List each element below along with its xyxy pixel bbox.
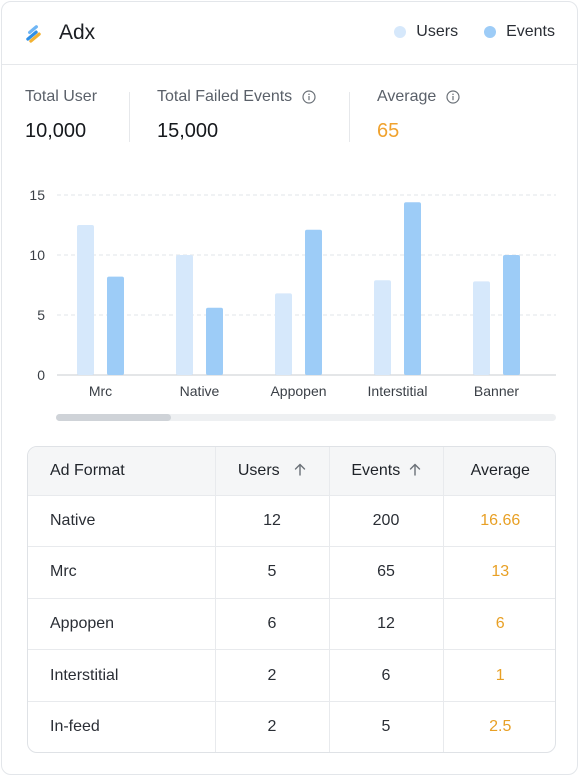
cell-ad-format: Mrc (28, 546, 216, 599)
chart-legend: Users Events (368, 23, 555, 41)
stats-row: Total User 10,000 Total Failed Events 15… (2, 88, 577, 144)
table-row[interactable]: Interstitial 2 6 1 (28, 649, 555, 702)
y-tick-label: 0 (37, 367, 45, 383)
bar-events-appopen (305, 229, 322, 375)
stat-label: Average (377, 88, 437, 105)
cell-ad-format: Appopen (28, 598, 216, 651)
y-tick-label: 5 (37, 307, 45, 323)
ad-format-table: Ad Format Users Events Average (27, 446, 556, 753)
y-tick-label: 15 (29, 187, 45, 203)
legend-dot-users (394, 26, 407, 38)
stat-divider (349, 92, 350, 142)
cell-average: 16.66 (443, 495, 555, 548)
x-tick-label: Interstitial (368, 383, 428, 399)
chart-scrollbar-thumb[interactable] (56, 414, 171, 421)
legend-label-events: Events (506, 23, 555, 40)
table-row[interactable]: In-feed 2 5 2.5 (28, 701, 555, 752)
stat-label-row: Average (377, 88, 460, 106)
cell-ad-format: Native (28, 495, 216, 548)
cell-users: 6 (215, 598, 330, 651)
table-row[interactable]: Native 12 200 16.66 (28, 495, 555, 548)
column-header-label: Events (351, 461, 401, 479)
cell-users: 2 (215, 701, 330, 752)
legend-dot-events (484, 26, 497, 38)
column-header-label: Users (237, 461, 280, 479)
cell-users: 5 (215, 546, 330, 599)
x-tick-label: Mrc (89, 383, 112, 399)
cell-events: 200 (329, 495, 444, 548)
bar-events-mrc (107, 276, 124, 375)
app-title: Adx (59, 21, 96, 44)
bar-users-banner (473, 281, 490, 375)
card-header: Adx Users Events (2, 2, 577, 65)
cell-events: 5 (329, 701, 444, 752)
column-header-events[interactable]: Events (329, 447, 444, 496)
sort-arrow-up-icon[interactable] (409, 463, 421, 476)
bar-users-mrc (77, 225, 94, 375)
y-tick-label: 10 (29, 247, 45, 263)
stat-label: Total Failed Events (157, 88, 293, 105)
legend-label-users: Users (416, 23, 459, 40)
chart-scrollbar[interactable] (56, 414, 556, 421)
bar-events-banner (503, 255, 520, 375)
cell-average: 6 (443, 598, 555, 651)
table-row[interactable]: Mrc 5 65 13 (28, 546, 555, 599)
sort-arrow-up-icon[interactable] (294, 463, 306, 476)
cell-average: 2.5 (489, 718, 512, 736)
column-header-ad-format: Ad Format (28, 447, 216, 496)
info-icon[interactable] (302, 90, 316, 104)
x-tick-label: Banner (474, 383, 519, 399)
cell-ad-format: Interstitial (28, 649, 216, 702)
cell-events: 65 (329, 546, 444, 599)
table-header-row: Ad Format Users Events Average (28, 447, 555, 496)
bar-users-native (176, 255, 193, 375)
column-header-label: Average (470, 461, 530, 479)
x-tick-label: Appopen (270, 383, 326, 399)
stat-divider (129, 92, 130, 142)
legend-item-events[interactable]: Events (484, 23, 555, 41)
bar-events-native (206, 307, 223, 375)
bar-users-appopen (275, 293, 292, 375)
adx-logo-icon (26, 25, 41, 43)
stat-total-failed-events: Total Failed Events 15,000 (157, 88, 316, 143)
stat-value: 10,000 (25, 120, 87, 142)
cell-average: 1 (443, 649, 555, 702)
bar-chart: 0 5 10 15 Mrc Native Appopen Interstitial Banner (29, 187, 556, 399)
stat-value: 65 (377, 120, 400, 142)
cell-events: 6 (329, 649, 444, 702)
table-row[interactable]: Appopen 6 12 6 (28, 598, 555, 651)
stat-value: 15,000 (157, 120, 219, 142)
cell-users: 12 (215, 495, 330, 548)
stat-average: Average 65 (377, 88, 460, 143)
bar-events-interstitial (404, 202, 421, 375)
stat-label: Total User (25, 88, 98, 105)
column-header-users[interactable]: Users (215, 447, 330, 496)
cell-events: 12 (329, 598, 444, 651)
cell-average: 13 (443, 546, 555, 599)
info-icon[interactable] (446, 90, 460, 104)
stat-total-user: Total User 10,000 (25, 88, 97, 143)
x-tick-label: Native (180, 383, 220, 399)
stat-label-row: Total Failed Events (157, 88, 316, 106)
cell-users: 2 (215, 649, 330, 702)
legend-item-users[interactable]: Users (394, 23, 458, 41)
cell-ad-format: In-feed (28, 701, 216, 752)
column-header-average: Average (443, 447, 555, 496)
bar-users-interstitial (374, 280, 391, 375)
column-header-label: Ad Format (50, 461, 125, 479)
